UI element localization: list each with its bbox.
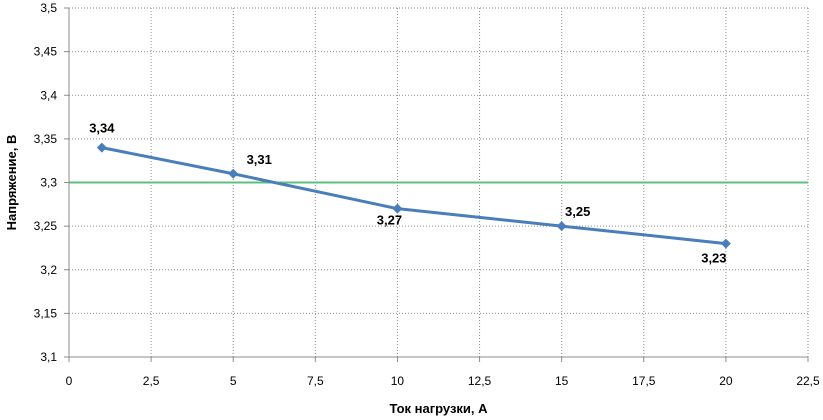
x-tick-label: 5 bbox=[230, 374, 237, 388]
x-tick-label: 17,5 bbox=[632, 374, 656, 388]
data-point bbox=[556, 221, 567, 232]
data-labels: 3,34 3,31 3,27 3,25 3,23 bbox=[89, 121, 726, 266]
grid-lines bbox=[64, 7, 809, 362]
y-tick-labels: 3,1 3,15 3,2 3,25 3,3 3,35 3,4 3,45 3,5 bbox=[34, 1, 58, 364]
data-label: 3,34 bbox=[89, 121, 115, 136]
y-axis-title: Напряжение, В bbox=[4, 135, 19, 231]
y-tick-label: 3,4 bbox=[40, 88, 57, 102]
x-tick-label: 12,5 bbox=[468, 374, 492, 388]
data-label: 3,23 bbox=[701, 251, 726, 266]
x-tick-labels: 0 2,5 5 7,5 10 12,5 15 17,5 20 22,5 bbox=[66, 374, 820, 388]
series bbox=[96, 142, 731, 249]
data-point bbox=[96, 142, 107, 153]
y-tick-label: 3,2 bbox=[40, 263, 57, 277]
series-line bbox=[101, 146, 727, 246]
y-tick-label: 3,5 bbox=[40, 1, 57, 15]
y-tick-label: 3,15 bbox=[34, 306, 58, 320]
x-axis-title: Ток нагрузки, А bbox=[389, 401, 488, 416]
data-point bbox=[392, 203, 403, 214]
x-tick-label: 0 bbox=[66, 374, 73, 388]
y-tick-label: 3,45 bbox=[34, 45, 58, 59]
y-tick-label: 3,3 bbox=[40, 176, 57, 190]
x-tick-label: 2,5 bbox=[143, 374, 160, 388]
data-point bbox=[720, 238, 731, 249]
data-point bbox=[228, 168, 239, 179]
data-label: 3,31 bbox=[247, 152, 272, 167]
axes bbox=[68, 8, 808, 358]
y-tick-label: 3,25 bbox=[34, 219, 58, 233]
x-tick-label: 20 bbox=[719, 374, 733, 388]
y-tick-label: 3,1 bbox=[40, 350, 57, 364]
data-label: 3,25 bbox=[565, 204, 590, 219]
x-tick-label: 7,5 bbox=[307, 374, 324, 388]
data-label: 3,27 bbox=[377, 213, 402, 228]
y-tick-label: 3,35 bbox=[34, 132, 58, 146]
x-tick-label: 15 bbox=[555, 374, 569, 388]
x-tick-label: 22,5 bbox=[796, 374, 820, 388]
x-tick-label: 10 bbox=[391, 374, 405, 388]
